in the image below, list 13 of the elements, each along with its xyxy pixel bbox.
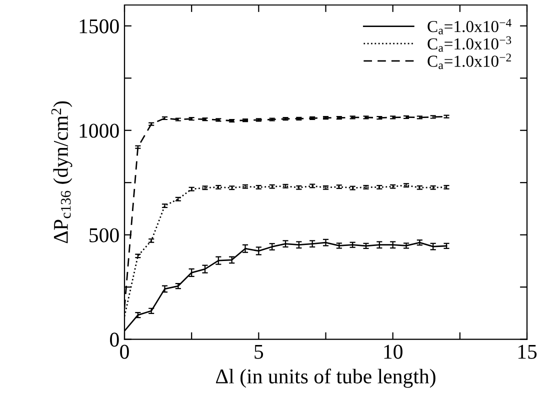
x-tick-label: 15 [518, 344, 537, 359]
x-axis-title: Δl (in units of tube length) [216, 368, 436, 388]
y-tick-label: 1000 [80, 124, 119, 138]
x-tick-label: 5 [254, 344, 264, 359]
y-tick-label: 500 [90, 228, 119, 242]
legend-label: C$_{a}$=1.0x10$^{−4}$ [428, 18, 512, 34]
x-tick-label: 10 [384, 344, 402, 359]
legend-label: C$_{a}$=1.0x10$^{−3}$ [428, 36, 512, 52]
y-tick-label: 0 [110, 332, 119, 347]
y-axis-title: ΔP$_{c136}$ (dyn/cm$^{2}$) [51, 101, 72, 244]
x-tick-label: 0 [120, 344, 129, 359]
legend-label: C$_{a}$=1.0x10$^{−2}$ [428, 54, 511, 70]
y-tick-label: 1500 [80, 19, 119, 34]
